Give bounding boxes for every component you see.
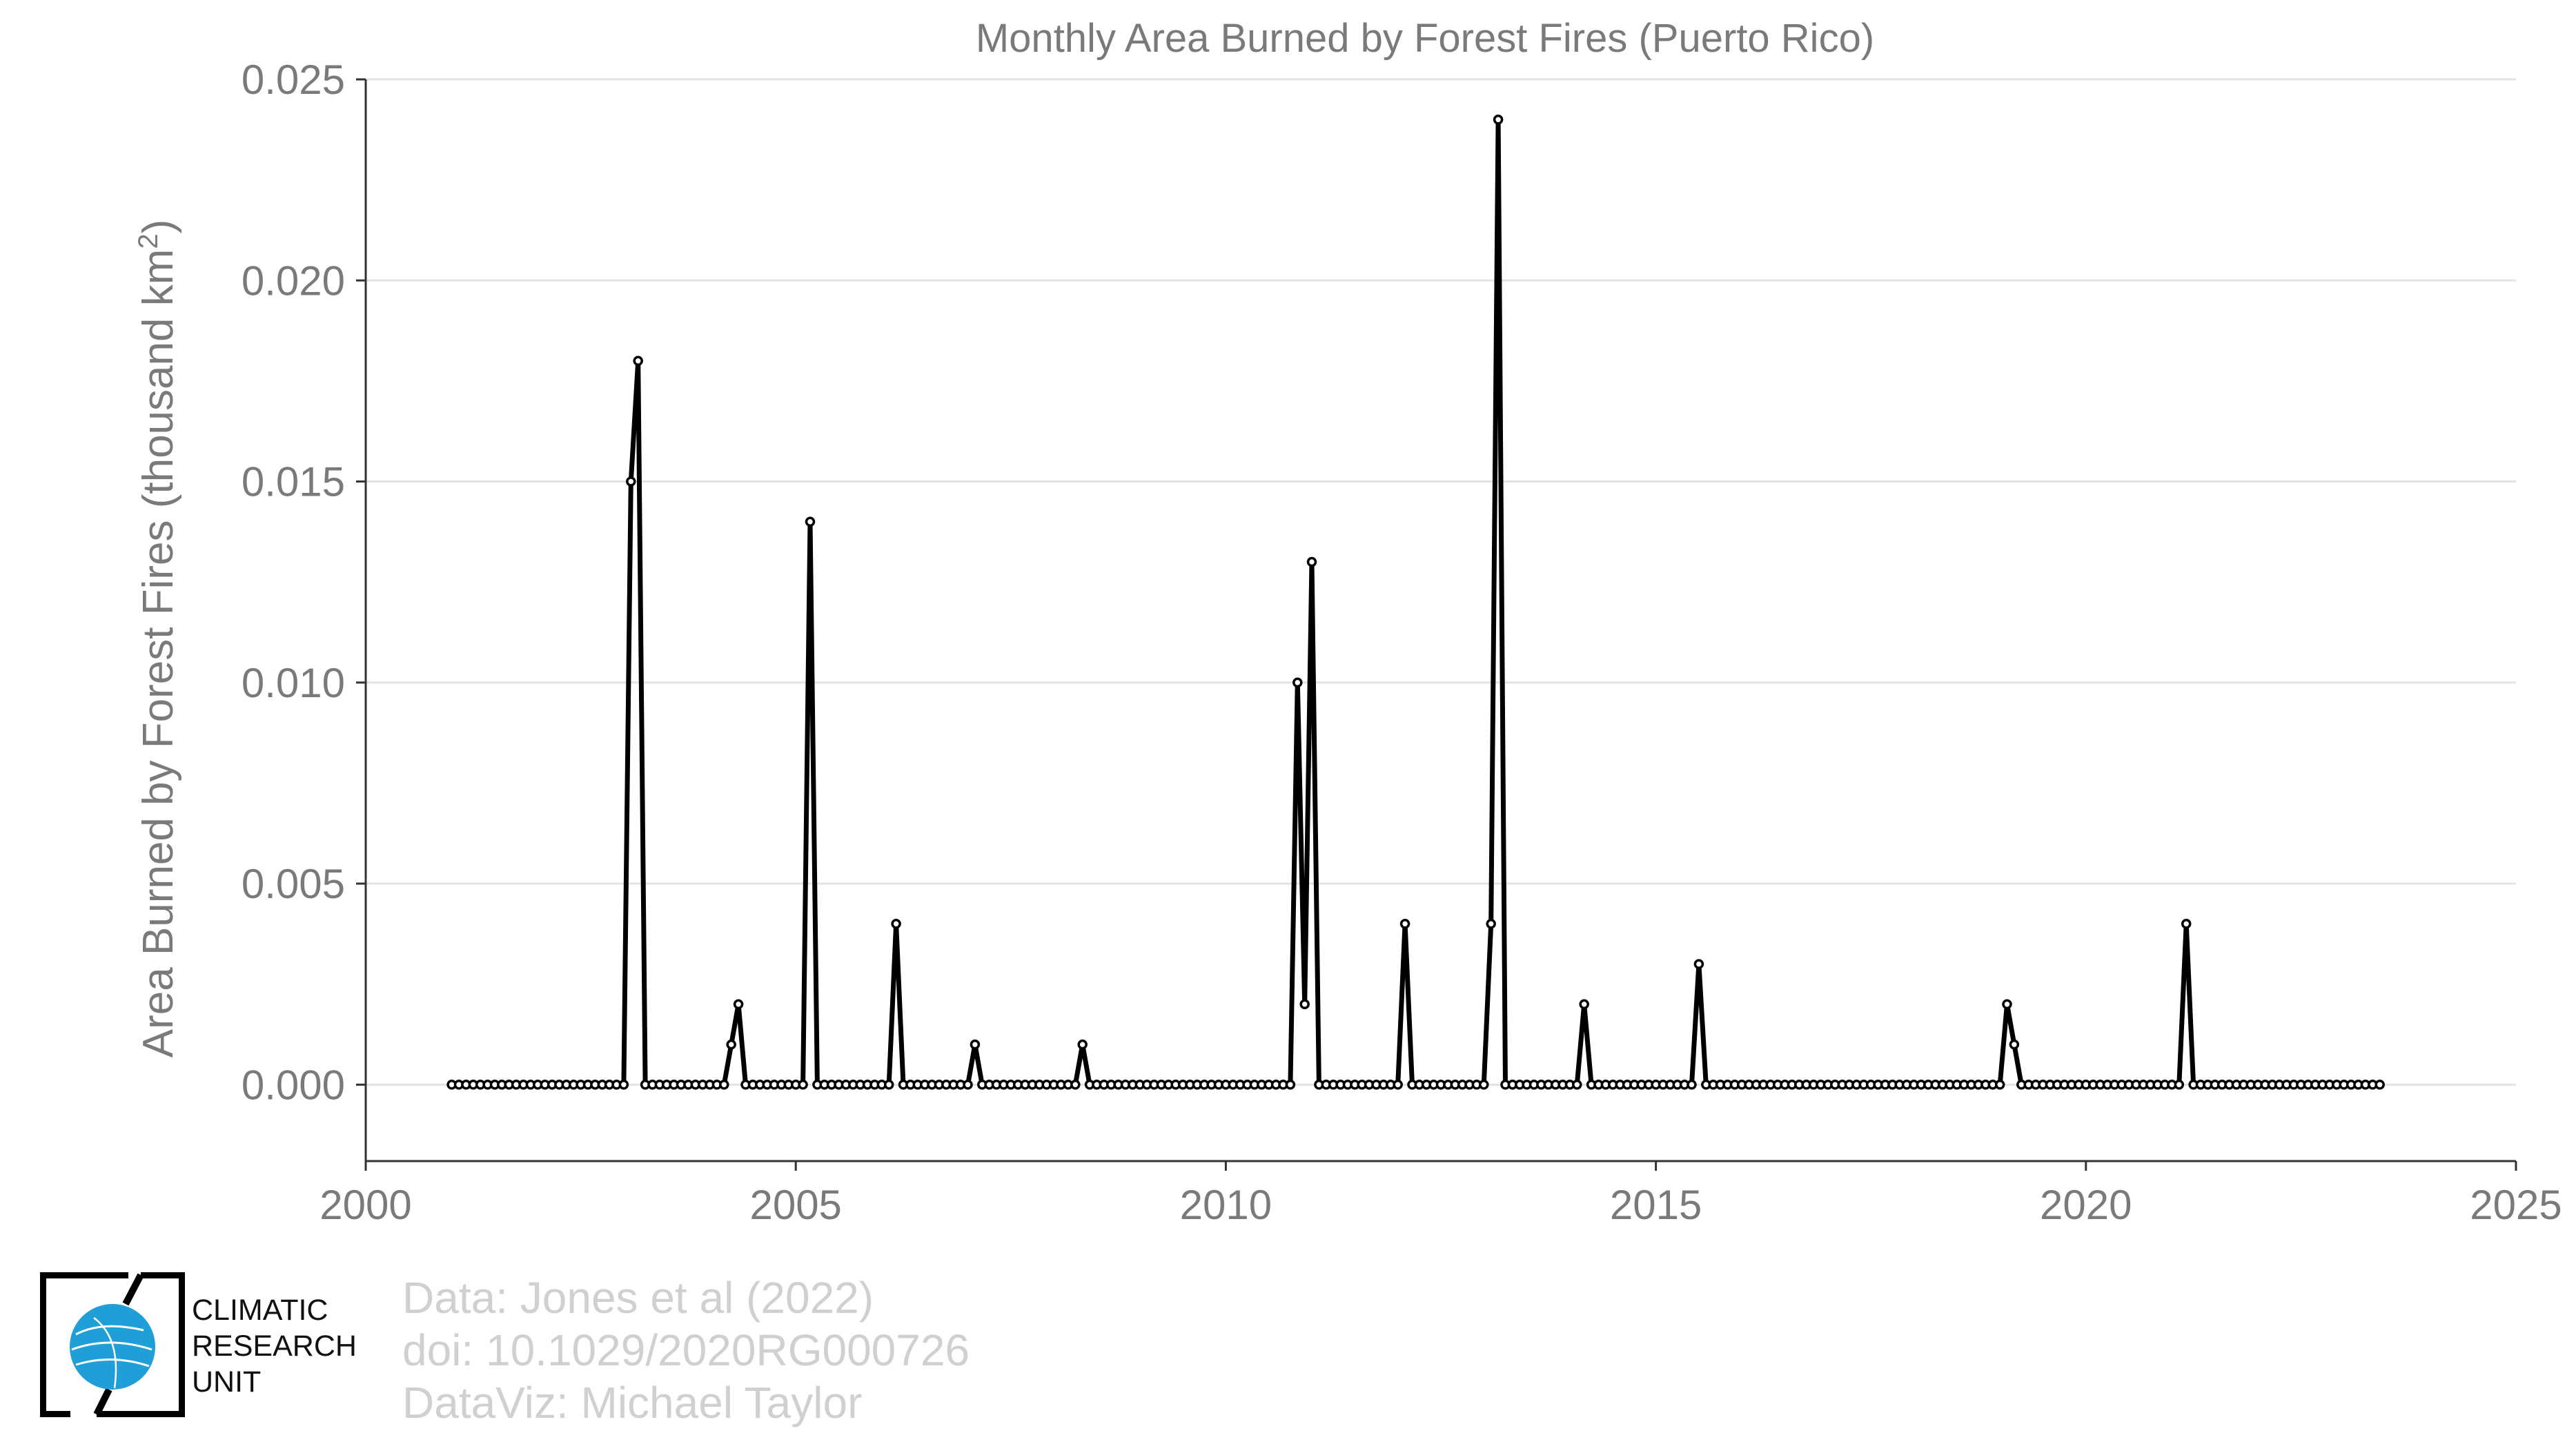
- cru-logo-text: CLIMATIC RESEARCH UNIT: [192, 1292, 357, 1400]
- data-point: [1292, 677, 1303, 688]
- x-tick-label: 2000: [319, 1182, 411, 1228]
- y-tick-label: 0.005: [242, 861, 345, 907]
- credits-dataviz: DataViz: Michael Taylor: [402, 1378, 863, 1428]
- data-point: [1579, 999, 1589, 1010]
- y-axis-label-text: Area Burned by Forest Fires (thousand km: [135, 249, 182, 1058]
- y-axis-label-superscript: 2: [133, 233, 164, 249]
- data-point: [2009, 1039, 2020, 1050]
- data-point: [1393, 1080, 1403, 1090]
- data-point: [626, 476, 636, 487]
- logo-frame-slash-top: [122, 1273, 144, 1306]
- chart-title: Monthly Area Burned by Forest Fires (Pue…: [976, 16, 1874, 61]
- cru-logo-line-1: CLIMATIC: [192, 1294, 328, 1327]
- logo-frame-right: [97, 1272, 185, 1417]
- y-tick-label: 0.015: [242, 459, 345, 505]
- data-point: [1306, 556, 1317, 567]
- data-point: [1486, 919, 1496, 929]
- logo-frame-slash-bottom: [93, 1387, 112, 1416]
- data-point: [1479, 1080, 1489, 1090]
- data-point: [1070, 1080, 1081, 1090]
- data-point: [618, 1080, 629, 1090]
- data-point: [970, 1039, 981, 1050]
- y-tick-label: 0.020: [242, 257, 345, 304]
- data-point: [2002, 999, 2012, 1010]
- data-point: [1693, 959, 1704, 969]
- data-point: [726, 1039, 736, 1050]
- data-point: [1399, 919, 1410, 929]
- x-tick-label: 2015: [1610, 1182, 1702, 1228]
- data-point: [883, 1080, 894, 1090]
- data-point: [1299, 999, 1310, 1010]
- data-point: [798, 1080, 808, 1090]
- x-tick-label: 2005: [749, 1182, 841, 1228]
- series-line: [451, 117, 2380, 1087]
- data-point: [963, 1080, 973, 1090]
- data-point: [733, 999, 744, 1010]
- y-axis-label: Area Burned by Forest Fires (thousand km…: [133, 220, 182, 1058]
- data-point: [633, 356, 643, 367]
- y-tick-label: 0.010: [242, 660, 345, 706]
- x-tick-labels: 2000 2005 2010 2015 2020 2025: [319, 1182, 2562, 1228]
- data-point: [1285, 1080, 1296, 1090]
- globe-swirl-2: [71, 1341, 153, 1351]
- y-tick-labels: 0.000 0.005 0.010 0.015 0.020 0.025: [242, 57, 345, 1108]
- globe-swirl-1: [75, 1325, 144, 1336]
- data-point: [2375, 1080, 2385, 1090]
- gridlines: [366, 78, 2516, 1086]
- data-point: [719, 1080, 729, 1090]
- x-tick-label: 2010: [1180, 1182, 1272, 1228]
- axes: [356, 78, 2517, 1171]
- data-point: [1493, 115, 1504, 125]
- data-point: [2181, 919, 2192, 929]
- y-tick-label: 0.000: [242, 1062, 345, 1108]
- y-tick-label: 0.025: [242, 57, 345, 103]
- data-point: [891, 919, 901, 929]
- y-axis-label-close: ): [135, 220, 182, 234]
- data-point: [2174, 1080, 2185, 1090]
- x-tick-label: 2020: [2040, 1182, 2132, 1228]
- series-area-burned: [446, 115, 2385, 1090]
- credits-data-source: Data: Jones et al (2022): [402, 1273, 874, 1323]
- cru-logo: [40, 1272, 185, 1417]
- cru-logo-line-3: UNIT: [192, 1365, 262, 1399]
- data-point: [1077, 1039, 1088, 1050]
- globe-swirl-3: [75, 1358, 150, 1367]
- data-point: [1687, 1080, 1697, 1090]
- credits-doi: doi: 10.1029/2020RG000726: [402, 1325, 970, 1375]
- data-point: [805, 516, 816, 527]
- globe-swirl-4: [93, 1317, 117, 1389]
- cru-logo-line-2: RESEARCH: [192, 1330, 357, 1363]
- data-point: [1572, 1080, 1582, 1090]
- logo-frame-left: [40, 1272, 128, 1417]
- x-tick-label: 2025: [2470, 1182, 2562, 1228]
- data-point: [1994, 1080, 2005, 1090]
- credits: Data: Jones et al (2022) doi: 10.1029/20…: [402, 1272, 970, 1429]
